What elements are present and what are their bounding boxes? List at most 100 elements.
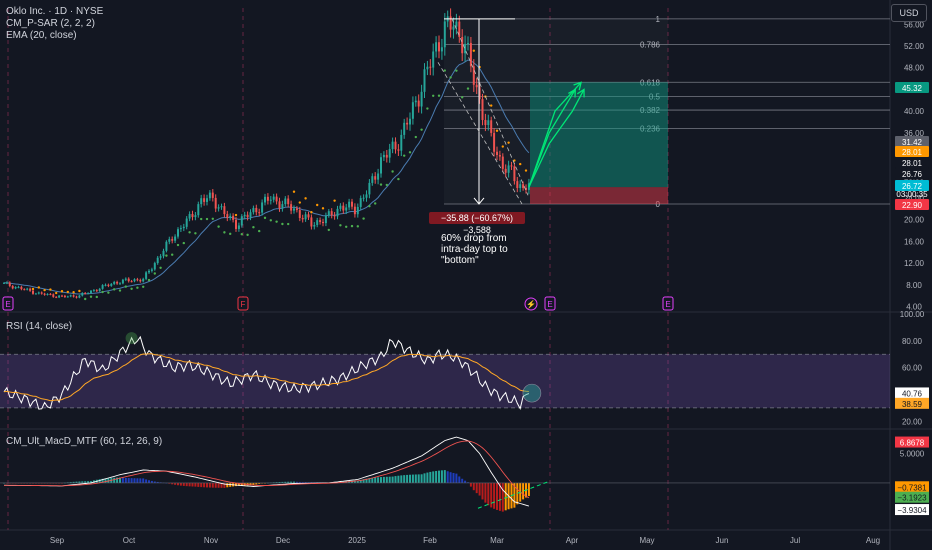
psar-dot (43, 288, 46, 292)
time-tick: Aug (866, 536, 880, 545)
candle-body (435, 42, 438, 52)
psar-dot (60, 290, 64, 293)
candle-body (307, 214, 310, 218)
macd-histogram-bar (307, 482, 310, 483)
candle-body (14, 287, 17, 289)
candle-body (272, 196, 275, 200)
ema-legend[interactable]: EMA (20, close) (6, 30, 77, 41)
candle-body (75, 296, 78, 298)
long-position-tool[interactable] (530, 82, 668, 204)
psar-legend[interactable]: CM_P-SAR (2, 2, 2) (6, 18, 95, 29)
psar-dot (200, 217, 203, 221)
macd-legend[interactable]: CM_Ult_MacD_MTF (60, 12, 26, 9) (6, 436, 163, 447)
psar-dot (362, 217, 365, 220)
main-legend: Oklo Inc. · 1D · NYSE CM_P-SAR (2, 2, 2)… (6, 6, 103, 42)
price-tick: 56.00 (904, 20, 925, 29)
macd-histogram-bar (98, 479, 101, 483)
bolt-circle (524, 297, 538, 311)
psar-dot (298, 201, 301, 204)
candle-body (255, 207, 258, 213)
candle-body (345, 207, 348, 211)
candle-body (124, 278, 127, 280)
price-tick: 40.00 (904, 107, 925, 116)
event-marker-icon[interactable]: E (2, 296, 14, 311)
psar-dot (466, 87, 470, 90)
macd-histogram-bar (168, 482, 171, 484)
psar-dot (147, 278, 151, 282)
psar-dot (426, 107, 429, 110)
candle-body (206, 198, 208, 202)
psar-dot (379, 183, 383, 186)
macd-histogram-bar (226, 482, 229, 488)
candle-body (32, 290, 34, 294)
candle-body (388, 149, 391, 158)
macd-histogram-bar (206, 482, 208, 488)
event-marker-icon[interactable]: E (662, 296, 674, 311)
psar-dot (501, 145, 504, 148)
macd-histogram-bar (121, 477, 124, 483)
macd-histogram-bar (249, 482, 252, 486)
macd-histogram-bar (411, 474, 414, 483)
candle-body (278, 201, 281, 209)
symbol-title[interactable]: Oklo Inc. · 1D · NYSE (6, 6, 104, 17)
candle-body (440, 47, 443, 52)
macd-histogram-bar (293, 481, 295, 483)
candle-body (324, 215, 327, 224)
macd-value-label: 6.8678 (900, 439, 925, 448)
drop-note[interactable]: 60% drop from intra-day top to "bottom" (441, 233, 508, 266)
dividend-bolt-icon: ⚡ (524, 297, 538, 311)
event-markers[interactable]: E F E E ⚡ (2, 296, 674, 311)
psar-dot (113, 288, 116, 291)
psar-dot (101, 290, 104, 294)
candle-body (362, 197, 365, 199)
psar-dot (223, 231, 226, 234)
candle-body (78, 295, 81, 298)
macd-histogram-bar (403, 475, 406, 483)
macd-histogram-bar (113, 477, 116, 483)
candle-body (414, 100, 417, 103)
rsi-value-label: 40.76 (902, 389, 923, 398)
event-marker-icon[interactable]: F (237, 296, 249, 311)
candle-body (87, 293, 90, 295)
drop-measure-label: −35.88 (−60.67%) −3,588 (429, 212, 525, 235)
price-label: 28.01 (902, 148, 923, 157)
candle-body (174, 236, 177, 241)
candle-body (316, 220, 319, 225)
macd-histogram-bar (301, 482, 304, 483)
macd-histogram-bar (475, 482, 478, 494)
macd-value-box (895, 491, 929, 503)
candle-body (333, 215, 336, 217)
macd-histogram-bar (211, 482, 214, 488)
macd-histogram-bar (501, 482, 504, 512)
rsi-legend[interactable]: RSI (14, close) (6, 321, 73, 332)
macd-histogram-bar (377, 477, 380, 483)
fib-retracement[interactable]: 1 0.786 0.618 0.5 0.382 0.236 0 (444, 15, 890, 209)
psar-dot (490, 104, 493, 107)
candle-body (63, 295, 66, 297)
psar-dot (234, 213, 238, 217)
currency-button[interactable]: USD (891, 4, 927, 22)
macd-histogram-bar (464, 480, 467, 483)
psar-dot (130, 287, 133, 290)
macd-histogram-bar (150, 480, 153, 483)
fib-ratio-label: 0.618 (640, 78, 661, 87)
candle-body (501, 156, 504, 169)
drawings[interactable] (437, 18, 585, 205)
macd-histogram-bar (478, 482, 481, 496)
macd-histogram-bar (185, 482, 188, 487)
macd-histogram-bar (116, 477, 119, 483)
candle-body (258, 212, 261, 214)
projection-arrowhead (576, 88, 585, 98)
psar-dot (321, 207, 325, 210)
candle-body (200, 198, 203, 205)
candle-body (165, 241, 168, 251)
psar-dot (72, 290, 75, 294)
time-tick: Mar (490, 536, 504, 545)
macd-histogram-bar (420, 474, 423, 483)
candle-body (69, 295, 72, 297)
candle-body (348, 201, 351, 208)
candle-body (148, 270, 150, 273)
event-marker-icon[interactable]: E (544, 296, 556, 311)
rsi-ma-line (3, 353, 529, 402)
